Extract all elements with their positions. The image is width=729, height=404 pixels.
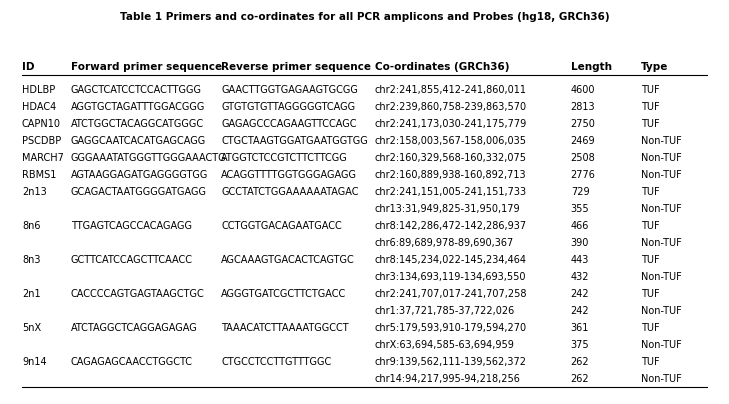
Text: CTGCCTCCTTGTTTGGC: CTGCCTCCTTGTTTGGC bbox=[221, 357, 332, 367]
Text: 262: 262 bbox=[571, 374, 589, 384]
Text: AGTAAGGAGATGAGGGGTGG: AGTAAGGAGATGAGGGGTGG bbox=[71, 170, 208, 180]
Text: chr2:158,003,567-158,006,035: chr2:158,003,567-158,006,035 bbox=[375, 136, 527, 146]
Text: Non-TUF: Non-TUF bbox=[641, 136, 682, 146]
Text: CCTGGTGACAGAATGACC: CCTGGTGACAGAATGACC bbox=[221, 221, 342, 231]
Text: TAAACATCTTAAAATGGCCT: TAAACATCTTAAAATGGCCT bbox=[221, 323, 349, 333]
Text: 5nX: 5nX bbox=[22, 323, 41, 333]
Text: 443: 443 bbox=[571, 255, 589, 265]
Text: chr2:239,860,758-239,863,570: chr2:239,860,758-239,863,570 bbox=[375, 102, 527, 112]
Text: CAPN10: CAPN10 bbox=[22, 119, 61, 129]
Text: Non-TUF: Non-TUF bbox=[641, 153, 682, 163]
Text: Co-ordinates (GRCh36): Co-ordinates (GRCh36) bbox=[375, 62, 510, 72]
Text: AGGGTGATCGCTTCTGACC: AGGGTGATCGCTTCTGACC bbox=[221, 289, 346, 299]
Text: RBMS1: RBMS1 bbox=[22, 170, 56, 180]
Text: chr2:160,329,568-160,332,075: chr2:160,329,568-160,332,075 bbox=[375, 153, 527, 163]
Text: 432: 432 bbox=[571, 272, 589, 282]
Text: CACCCCAGTGAGTAAGCTGC: CACCCCAGTGAGTAAGCTGC bbox=[71, 289, 205, 299]
Text: Non-TUF: Non-TUF bbox=[641, 340, 682, 350]
Text: 729: 729 bbox=[571, 187, 589, 197]
Text: 2n1: 2n1 bbox=[22, 289, 41, 299]
Text: CAGAGAGCAACCTGGCTC: CAGAGAGCAACCTGGCTC bbox=[71, 357, 193, 367]
Text: 2776: 2776 bbox=[571, 170, 596, 180]
Text: 242: 242 bbox=[571, 306, 589, 316]
Text: chr5:179,593,910-179,594,270: chr5:179,593,910-179,594,270 bbox=[375, 323, 527, 333]
Text: 262: 262 bbox=[571, 357, 589, 367]
Text: chr2:241,173,030-241,175,779: chr2:241,173,030-241,175,779 bbox=[375, 119, 527, 129]
Text: GAACTTGGTGAGAAGTGCGG: GAACTTGGTGAGAAGTGCGG bbox=[221, 85, 358, 95]
Text: GGGAAATATGGGTTGGGAAACTG: GGGAAATATGGGTTGGGAAACTG bbox=[71, 153, 227, 163]
Text: GCCTATCTGGAAAAAATAGAC: GCCTATCTGGAAAAAATAGAC bbox=[221, 187, 359, 197]
Text: Type: Type bbox=[641, 62, 668, 72]
Text: TUF: TUF bbox=[641, 102, 659, 112]
Text: TUF: TUF bbox=[641, 119, 659, 129]
Text: TUF: TUF bbox=[641, 323, 659, 333]
Text: TUF: TUF bbox=[641, 357, 659, 367]
Text: HDAC4: HDAC4 bbox=[22, 102, 56, 112]
Text: 2469: 2469 bbox=[571, 136, 596, 146]
Text: CTGCTAAGTGGATGAATGGTGG: CTGCTAAGTGGATGAATGGTGG bbox=[221, 136, 368, 146]
Text: Non-TUF: Non-TUF bbox=[641, 238, 682, 248]
Text: Non-TUF: Non-TUF bbox=[641, 170, 682, 180]
Text: TUF: TUF bbox=[641, 187, 659, 197]
Text: Reverse primer sequence: Reverse primer sequence bbox=[221, 62, 371, 72]
Text: PSCDBP: PSCDBP bbox=[22, 136, 61, 146]
Text: Non-TUF: Non-TUF bbox=[641, 374, 682, 384]
Text: 355: 355 bbox=[571, 204, 589, 214]
Text: ATCTGGCTACAGGCATGGGC: ATCTGGCTACAGGCATGGGC bbox=[71, 119, 204, 129]
Text: TTGAGTCAGCCACAGAGG: TTGAGTCAGCCACAGAGG bbox=[71, 221, 192, 231]
Text: AGGTGCTAGATTTGGACGGG: AGGTGCTAGATTTGGACGGG bbox=[71, 102, 206, 112]
Text: chr2:241,855,412-241,860,011: chr2:241,855,412-241,860,011 bbox=[375, 85, 527, 95]
Text: chr8:142,286,472-142,286,937: chr8:142,286,472-142,286,937 bbox=[375, 221, 527, 231]
Text: ATCTAGGCTCAGGAGAGAG: ATCTAGGCTCAGGAGAGAG bbox=[71, 323, 198, 333]
Text: TUF: TUF bbox=[641, 255, 659, 265]
Text: 242: 242 bbox=[571, 289, 589, 299]
Text: GCTTCATCCAGCTTCAACC: GCTTCATCCAGCTTCAACC bbox=[71, 255, 193, 265]
Text: chr1:37,721,785-37,722,026: chr1:37,721,785-37,722,026 bbox=[375, 306, 515, 316]
Text: GAGAGCCCAGAAGTTCCAGC: GAGAGCCCAGAAGTTCCAGC bbox=[221, 119, 356, 129]
Text: 390: 390 bbox=[571, 238, 589, 248]
Text: Non-TUF: Non-TUF bbox=[641, 204, 682, 214]
Text: 2508: 2508 bbox=[571, 153, 596, 163]
Text: HDLBP: HDLBP bbox=[22, 85, 55, 95]
Text: GTGTGTGTTAGGGGGTCAGG: GTGTGTGTTAGGGGGTCAGG bbox=[221, 102, 355, 112]
Text: 4600: 4600 bbox=[571, 85, 595, 95]
Text: chr2:241,151,005-241,151,733: chr2:241,151,005-241,151,733 bbox=[375, 187, 527, 197]
Text: chr2:241,707,017-241,707,258: chr2:241,707,017-241,707,258 bbox=[375, 289, 528, 299]
Text: ID: ID bbox=[22, 62, 34, 72]
Text: 2n13: 2n13 bbox=[22, 187, 47, 197]
Text: chr9:139,562,111-139,562,372: chr9:139,562,111-139,562,372 bbox=[375, 357, 527, 367]
Text: GAGGCAATCACATGAGCAGG: GAGGCAATCACATGAGCAGG bbox=[71, 136, 206, 146]
Text: GAGCTCATCCTCCACTTGGG: GAGCTCATCCTCCACTTGGG bbox=[71, 85, 202, 95]
Text: AGCAAAGTGACACTCAGTGC: AGCAAAGTGACACTCAGTGC bbox=[221, 255, 355, 265]
Text: Non-TUF: Non-TUF bbox=[641, 272, 682, 282]
Text: Non-TUF: Non-TUF bbox=[641, 306, 682, 316]
Text: chr6:89,689,978-89,690,367: chr6:89,689,978-89,690,367 bbox=[375, 238, 514, 248]
Text: 9n14: 9n14 bbox=[22, 357, 47, 367]
Text: 466: 466 bbox=[571, 221, 589, 231]
Text: chr3:134,693,119-134,693,550: chr3:134,693,119-134,693,550 bbox=[375, 272, 526, 282]
Text: ACAGGTTTTGGTGGGAGAGG: ACAGGTTTTGGTGGGAGAGG bbox=[221, 170, 357, 180]
Text: 2750: 2750 bbox=[571, 119, 596, 129]
Text: ATGGTCTCCGTCTTCTTCGG: ATGGTCTCCGTCTTCTTCGG bbox=[221, 153, 348, 163]
Text: chrX:63,694,585-63,694,959: chrX:63,694,585-63,694,959 bbox=[375, 340, 515, 350]
Text: Forward primer sequence: Forward primer sequence bbox=[71, 62, 222, 72]
Text: Length: Length bbox=[571, 62, 612, 72]
Text: 2813: 2813 bbox=[571, 102, 596, 112]
Text: TUF: TUF bbox=[641, 289, 659, 299]
Text: chr13:31,949,825-31,950,179: chr13:31,949,825-31,950,179 bbox=[375, 204, 521, 214]
Text: 8n3: 8n3 bbox=[22, 255, 41, 265]
Text: chr8:145,234,022-145,234,464: chr8:145,234,022-145,234,464 bbox=[375, 255, 527, 265]
Text: 375: 375 bbox=[571, 340, 589, 350]
Text: TUF: TUF bbox=[641, 85, 659, 95]
Text: GCAGACTAATGGGGATGAGG: GCAGACTAATGGGGATGAGG bbox=[71, 187, 207, 197]
Text: 361: 361 bbox=[571, 323, 589, 333]
Text: Table 1 Primers and co-ordinates for all PCR amplicons and Probes (hg18, GRCh36): Table 1 Primers and co-ordinates for all… bbox=[120, 12, 609, 22]
Text: MARCH7: MARCH7 bbox=[22, 153, 64, 163]
Text: chr2:160,889,938-160,892,713: chr2:160,889,938-160,892,713 bbox=[375, 170, 526, 180]
Text: 8n6: 8n6 bbox=[22, 221, 41, 231]
Text: chr14:94,217,995-94,218,256: chr14:94,217,995-94,218,256 bbox=[375, 374, 521, 384]
Text: TUF: TUF bbox=[641, 221, 659, 231]
